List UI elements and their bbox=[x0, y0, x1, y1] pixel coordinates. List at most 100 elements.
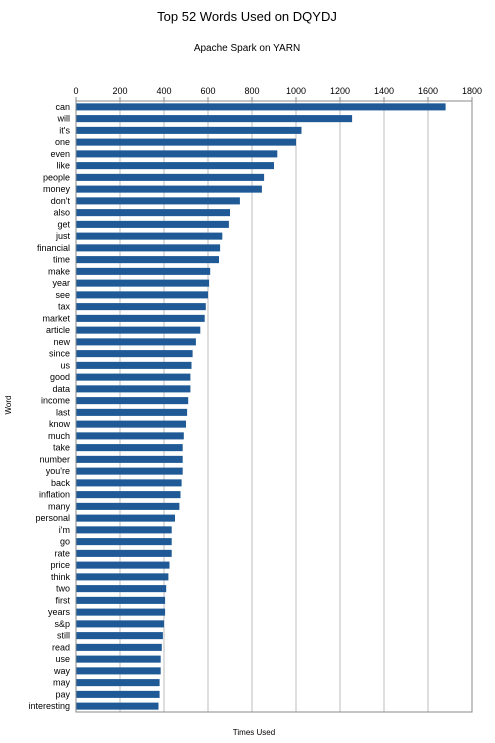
category-label: data bbox=[52, 384, 70, 394]
bar bbox=[76, 209, 230, 217]
category-label: income bbox=[41, 396, 70, 406]
category-label: last bbox=[56, 407, 71, 417]
bar bbox=[76, 667, 161, 675]
category-label: people bbox=[43, 172, 70, 182]
category-label: even bbox=[50, 149, 70, 159]
bar bbox=[76, 467, 183, 475]
bar bbox=[76, 620, 164, 628]
bar bbox=[76, 408, 188, 416]
category-label: inflation bbox=[39, 490, 70, 500]
bar bbox=[76, 549, 172, 557]
bar bbox=[76, 350, 193, 358]
x-tick-label: 600 bbox=[200, 86, 215, 96]
bar bbox=[76, 115, 353, 123]
bar bbox=[76, 643, 162, 651]
bar bbox=[76, 444, 183, 452]
bar bbox=[76, 432, 184, 440]
x-tick-label: 1400 bbox=[374, 86, 394, 96]
bar bbox=[76, 632, 163, 640]
bar bbox=[76, 491, 181, 499]
category-label: see bbox=[55, 290, 70, 300]
bar bbox=[76, 702, 159, 710]
bar bbox=[76, 279, 210, 287]
category-label: interesting bbox=[28, 701, 70, 711]
bar bbox=[76, 538, 172, 546]
category-label: pay bbox=[55, 689, 70, 699]
category-label: back bbox=[51, 478, 71, 488]
bar bbox=[76, 303, 206, 311]
category-label: know bbox=[49, 419, 71, 429]
bar bbox=[76, 138, 296, 146]
bar bbox=[76, 679, 160, 687]
x-tick-label: 400 bbox=[156, 86, 171, 96]
category-label: article bbox=[46, 325, 70, 335]
bar bbox=[76, 314, 205, 322]
bar bbox=[76, 373, 191, 381]
bar bbox=[76, 232, 223, 240]
category-label: will bbox=[57, 114, 71, 124]
category-label: also bbox=[53, 208, 70, 218]
category-label: market bbox=[42, 313, 70, 323]
chart-title: Top 52 Words Used on DQYDJ bbox=[157, 9, 337, 24]
category-label: personal bbox=[35, 513, 70, 523]
category-label: money bbox=[43, 184, 71, 194]
bar bbox=[76, 103, 446, 111]
x-axis-label: Times Used bbox=[233, 728, 275, 737]
x-tick-label: 200 bbox=[112, 86, 127, 96]
bar bbox=[76, 338, 196, 346]
category-label: you're bbox=[46, 466, 70, 476]
category-label: like bbox=[56, 161, 70, 171]
bar bbox=[76, 455, 183, 463]
category-label: get bbox=[57, 219, 70, 229]
bar bbox=[76, 526, 172, 534]
bars bbox=[76, 103, 446, 710]
bar bbox=[76, 397, 189, 405]
category-label: tax bbox=[58, 302, 71, 312]
category-label: i'm bbox=[59, 525, 70, 535]
bar bbox=[76, 608, 166, 616]
category-label: don't bbox=[51, 196, 71, 206]
bar bbox=[76, 126, 302, 134]
category-label: new bbox=[53, 337, 70, 347]
bar bbox=[76, 162, 274, 170]
bar bbox=[76, 220, 229, 228]
category-label: s&p bbox=[54, 619, 70, 629]
bar bbox=[76, 585, 167, 593]
category-label: years bbox=[48, 607, 71, 617]
bar bbox=[76, 573, 169, 581]
bar bbox=[76, 267, 211, 275]
category-label: make bbox=[48, 266, 70, 276]
category-label: just bbox=[55, 231, 71, 241]
bar bbox=[76, 514, 175, 522]
category-label: rate bbox=[54, 548, 70, 558]
category-label: can bbox=[55, 102, 70, 112]
bar bbox=[76, 150, 278, 158]
category-label: time bbox=[53, 255, 70, 265]
category-label: still bbox=[57, 631, 70, 641]
plot-frame bbox=[75, 100, 473, 713]
category-label: use bbox=[55, 654, 70, 664]
x-tick-label: 0 bbox=[73, 86, 78, 96]
x-tick-label: 1200 bbox=[330, 86, 350, 96]
bar bbox=[76, 502, 180, 510]
category-label: since bbox=[49, 349, 70, 359]
category-label: much bbox=[48, 431, 70, 441]
bar bbox=[76, 244, 221, 252]
bar bbox=[76, 256, 219, 264]
bar bbox=[76, 561, 170, 569]
category-label: first bbox=[56, 595, 71, 605]
x-axis-ticks: 0 200 400 600 800 1000 1200 1400 1600 1800 bbox=[73, 86, 482, 101]
category-label: way bbox=[53, 666, 71, 676]
x-tick-label: 1000 bbox=[286, 86, 306, 96]
category-label: good bbox=[50, 372, 70, 382]
category-label: one bbox=[55, 137, 70, 147]
category-label: us bbox=[60, 360, 70, 370]
category-label: it's bbox=[59, 125, 70, 135]
category-label: take bbox=[53, 443, 70, 453]
category-label: read bbox=[52, 642, 70, 652]
bar bbox=[76, 291, 208, 299]
x-tick-label: 1800 bbox=[462, 86, 482, 96]
bar bbox=[76, 479, 182, 487]
